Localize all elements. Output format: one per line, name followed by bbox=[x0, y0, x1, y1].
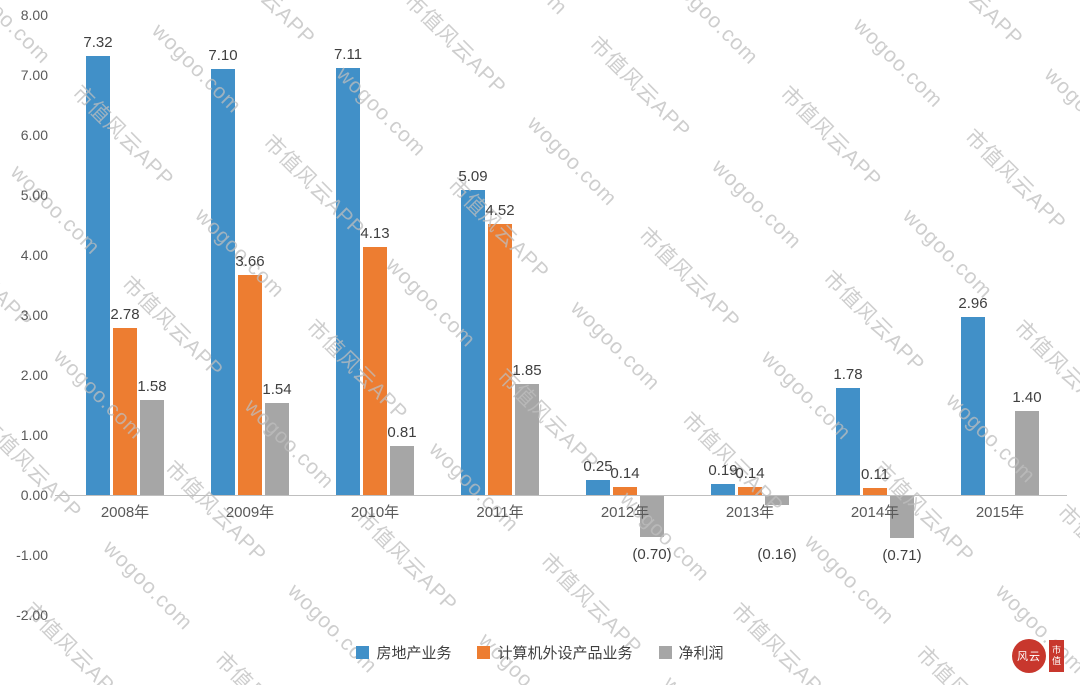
legend-label: 净利润 bbox=[678, 645, 724, 662]
legend-item: 房地产业务 bbox=[356, 642, 451, 663]
bar-series-0 bbox=[211, 69, 235, 495]
legend-swatch bbox=[477, 646, 491, 659]
bar-series-1 bbox=[488, 223, 512, 495]
bar-series-2 bbox=[390, 446, 414, 495]
bar-series-1 bbox=[363, 247, 387, 495]
bar-series-1 bbox=[738, 486, 762, 495]
legend-item: 计算机外设产品业务 bbox=[477, 642, 633, 663]
bar-series-0 bbox=[336, 68, 360, 495]
bar-series-1 bbox=[238, 275, 262, 495]
bar-series-0 bbox=[836, 388, 860, 495]
bar-series-2 bbox=[1015, 411, 1039, 495]
legend-swatch bbox=[658, 646, 672, 659]
bar-series-1 bbox=[613, 486, 637, 495]
bar-series-1 bbox=[863, 488, 887, 495]
legend-label: 房地产业务 bbox=[376, 645, 452, 662]
bar-series-2 bbox=[515, 384, 539, 495]
bar-series-0 bbox=[961, 317, 985, 495]
logo-circle-mark: 风云 bbox=[1012, 639, 1046, 673]
fengyun-logo: 风云 市值 bbox=[1012, 639, 1064, 673]
legend-label: 计算机外设产品业务 bbox=[497, 645, 633, 662]
bar-series-1 bbox=[113, 328, 137, 495]
legend-item: 净利润 bbox=[658, 642, 724, 663]
logo-square-mark: 市值 bbox=[1049, 640, 1064, 672]
bar-series-2 bbox=[140, 400, 164, 495]
bar-series-2 bbox=[765, 495, 789, 505]
bar-series-2 bbox=[265, 402, 289, 495]
bar-series-2 bbox=[890, 495, 914, 538]
bar-series-0 bbox=[86, 55, 110, 495]
legend-swatch bbox=[356, 646, 370, 659]
bar-series-2 bbox=[640, 495, 664, 537]
bar-series-0 bbox=[461, 189, 485, 495]
legend: 房地产业务 计算机外设产品业务 净利润 bbox=[0, 642, 1080, 663]
bar-series-0 bbox=[586, 480, 610, 495]
bar-series-0 bbox=[711, 483, 735, 495]
